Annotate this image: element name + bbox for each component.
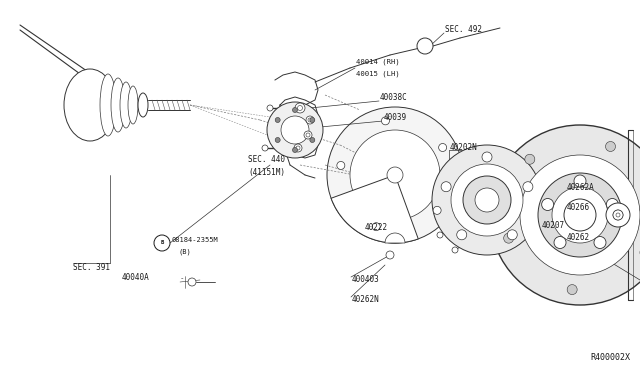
Ellipse shape (138, 93, 148, 117)
Text: 40222: 40222 (365, 224, 388, 232)
Text: 40015 (LH): 40015 (LH) (356, 71, 400, 77)
Text: SEC. 440: SEC. 440 (248, 155, 285, 164)
Circle shape (574, 175, 586, 187)
Ellipse shape (100, 74, 116, 136)
Circle shape (417, 38, 433, 54)
Circle shape (437, 232, 443, 238)
Circle shape (564, 199, 596, 231)
Ellipse shape (120, 82, 132, 128)
Circle shape (295, 103, 305, 113)
Circle shape (441, 182, 451, 192)
Wedge shape (331, 175, 419, 243)
Circle shape (327, 107, 463, 243)
Wedge shape (385, 233, 405, 243)
Circle shape (606, 199, 618, 211)
Circle shape (606, 203, 630, 227)
Circle shape (504, 233, 514, 243)
Circle shape (292, 108, 298, 112)
Ellipse shape (111, 78, 125, 132)
Text: 40040A: 40040A (122, 273, 150, 282)
Circle shape (605, 141, 616, 151)
Text: 40262A: 40262A (567, 183, 595, 192)
Circle shape (523, 182, 533, 192)
Circle shape (154, 235, 170, 251)
Text: 40262: 40262 (567, 234, 590, 243)
Circle shape (298, 106, 303, 110)
Ellipse shape (128, 86, 138, 124)
Circle shape (267, 105, 273, 111)
Circle shape (567, 285, 577, 295)
Text: 40038C: 40038C (380, 93, 408, 103)
Circle shape (538, 173, 622, 257)
Circle shape (475, 188, 499, 212)
Circle shape (306, 133, 310, 137)
Text: 08184-2355M: 08184-2355M (172, 237, 219, 243)
Circle shape (275, 138, 280, 142)
Circle shape (457, 230, 467, 240)
Text: 400403: 400403 (352, 276, 380, 285)
Circle shape (267, 102, 323, 158)
Text: 40266: 40266 (567, 202, 590, 212)
Ellipse shape (64, 69, 116, 141)
Circle shape (386, 251, 394, 259)
Circle shape (520, 155, 640, 275)
Text: 40014 (RH): 40014 (RH) (356, 59, 400, 65)
Text: (41151M): (41151M) (248, 167, 285, 176)
Circle shape (594, 237, 606, 248)
Circle shape (387, 167, 403, 183)
Text: 40202N: 40202N (450, 144, 477, 153)
Circle shape (310, 138, 315, 142)
Text: SEC. 492: SEC. 492 (445, 26, 482, 35)
Circle shape (554, 237, 566, 248)
Circle shape (350, 130, 440, 220)
Circle shape (310, 118, 315, 122)
Circle shape (432, 145, 542, 255)
Circle shape (337, 161, 345, 170)
Circle shape (463, 176, 511, 224)
Circle shape (482, 152, 492, 162)
Circle shape (275, 118, 280, 122)
Text: -: - (180, 275, 183, 281)
Text: (B): (B) (178, 249, 191, 255)
Circle shape (262, 145, 268, 151)
Circle shape (372, 223, 380, 231)
Circle shape (452, 247, 458, 253)
Circle shape (613, 210, 623, 220)
Text: B: B (161, 241, 164, 246)
Circle shape (306, 116, 314, 124)
Circle shape (438, 144, 447, 151)
Text: SEC. 391: SEC. 391 (73, 263, 110, 273)
Circle shape (281, 116, 309, 144)
Circle shape (304, 131, 312, 139)
Circle shape (188, 278, 196, 286)
Circle shape (541, 199, 554, 211)
Text: 40262N: 40262N (352, 295, 380, 305)
Text: 40207: 40207 (542, 221, 565, 230)
Circle shape (296, 146, 300, 150)
Circle shape (616, 213, 620, 217)
Circle shape (308, 118, 312, 122)
Circle shape (552, 187, 608, 243)
Circle shape (490, 125, 640, 305)
Circle shape (525, 154, 535, 164)
Circle shape (381, 117, 390, 125)
Text: R400002X: R400002X (590, 353, 630, 362)
Circle shape (433, 206, 441, 214)
Circle shape (451, 164, 523, 236)
Circle shape (613, 210, 623, 220)
Circle shape (292, 148, 298, 153)
Circle shape (508, 230, 517, 240)
Text: 40039: 40039 (384, 113, 407, 122)
Circle shape (294, 144, 302, 152)
